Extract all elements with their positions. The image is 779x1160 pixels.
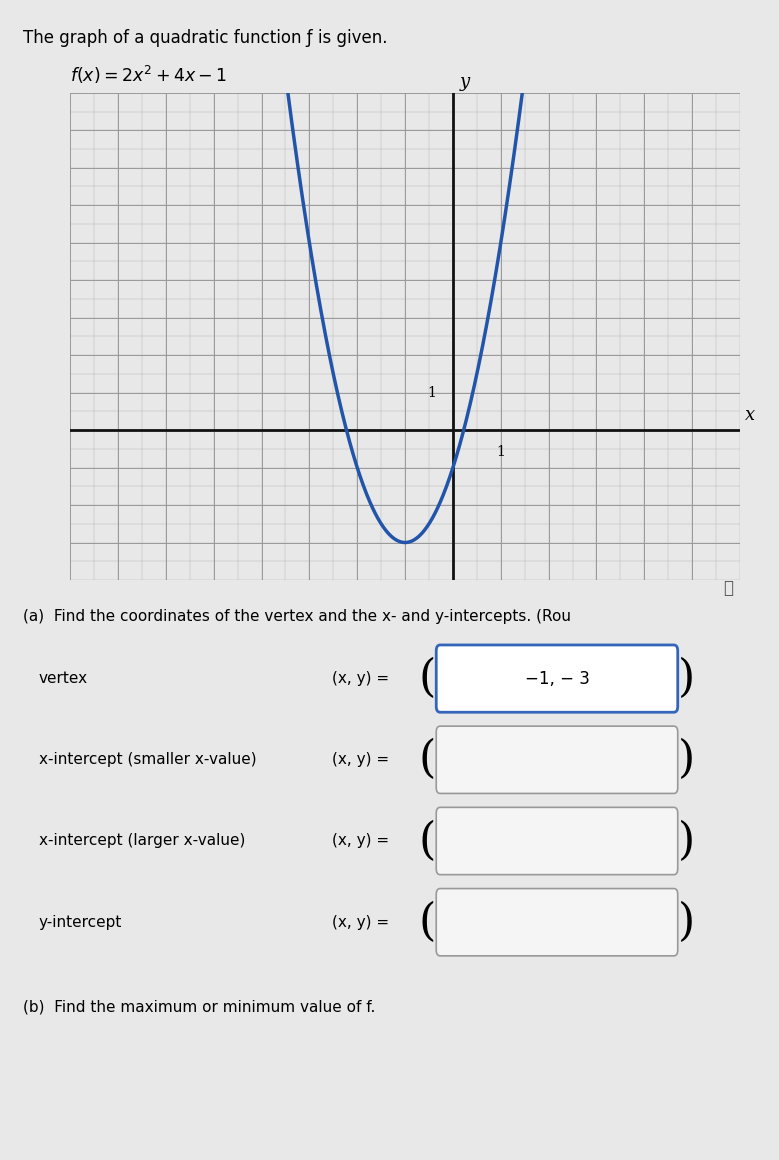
Text: ): ) xyxy=(678,738,695,782)
Text: (: ( xyxy=(419,900,436,944)
Text: $f(x) = 2x^2 + 4x - 1$: $f(x) = 2x^2 + 4x - 1$ xyxy=(70,64,227,86)
Text: The graph of a quadratic function ƒ is given.: The graph of a quadratic function ƒ is g… xyxy=(23,29,388,48)
Text: (x, y) =: (x, y) = xyxy=(333,672,390,686)
Text: (: ( xyxy=(419,657,436,701)
Text: ): ) xyxy=(678,657,695,701)
Text: (x, y) =: (x, y) = xyxy=(333,753,390,767)
Text: x-intercept (larger x-value): x-intercept (larger x-value) xyxy=(39,834,245,848)
Text: (x, y) =: (x, y) = xyxy=(333,915,390,929)
Text: x: x xyxy=(745,406,755,425)
Text: 1: 1 xyxy=(496,445,506,459)
Text: 1: 1 xyxy=(428,385,436,399)
Text: (: ( xyxy=(419,819,436,863)
Text: ⓘ: ⓘ xyxy=(724,579,733,597)
Text: −1, − 3: −1, − 3 xyxy=(524,669,590,688)
Text: y-intercept: y-intercept xyxy=(39,915,122,929)
Text: (x, y) =: (x, y) = xyxy=(333,834,390,848)
Text: x-intercept (smaller x-value): x-intercept (smaller x-value) xyxy=(39,753,256,767)
Text: y: y xyxy=(460,73,470,90)
Text: vertex: vertex xyxy=(39,672,88,686)
Text: ): ) xyxy=(678,900,695,944)
Text: (: ( xyxy=(419,738,436,782)
Text: ): ) xyxy=(678,819,695,863)
Text: (b)  Find the maximum or minimum value of f.: (b) Find the maximum or minimum value of… xyxy=(23,1000,375,1015)
Text: (a)  Find the coordinates of the vertex and the x- and y-intercepts. (Rou: (a) Find the coordinates of the vertex a… xyxy=(23,609,571,624)
